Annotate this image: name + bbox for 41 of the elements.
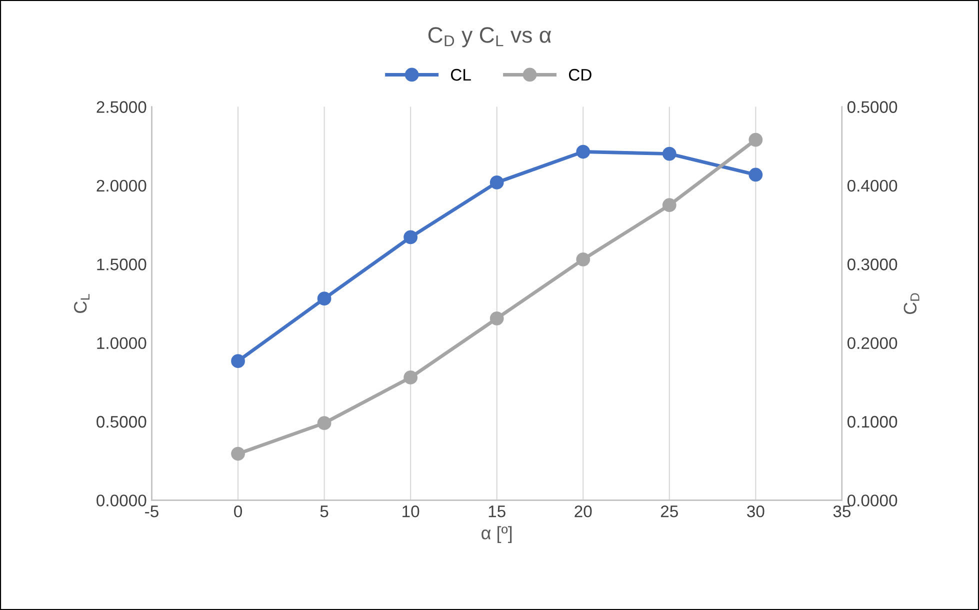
point [231,446,245,461]
x-tick-label: -5 [145,506,158,518]
y2-axis-title: C$_{D}$ [904,293,920,314]
x-tick-label: 30 [747,506,764,518]
point [231,354,245,368]
x-tick-label: 25 [660,506,678,518]
point [662,146,676,161]
y-axis-title: C$_{L}$ [74,294,90,313]
x-tick-label: 5 [320,506,328,518]
point [662,198,676,212]
point [576,252,590,266]
point [576,144,590,159]
y-tick-label: 2.0000 [96,180,146,192]
x-tick-label: 35 [833,506,851,518]
y2-tick-label: 0.1000 [847,416,898,428]
y-tick-label: 0.0000 [96,494,146,506]
y-tick-label: 1.0000 [97,337,146,350]
y-tick-label: 1.5000 [97,258,146,270]
x-tick-label: 20 [574,506,592,518]
y-tick-label: 0.5000 [96,416,146,428]
legend-label: CL [450,68,471,81]
y2-tick-label: 0.2000 [847,337,898,350]
x-axis-title: α [º] [482,526,512,543]
y2-tick-label: 0.0000 [847,494,898,506]
legend-label: CD [568,68,592,81]
point [317,292,332,306]
x-tick-label: 15 [488,506,506,518]
point [404,370,418,384]
y2-tick-label: 0.4000 [847,180,898,192]
y2-tick-label: 0.3000 [847,258,898,270]
point [490,176,504,190]
point [404,230,418,244]
y2-tick-label: 0.5000 [847,101,898,113]
point [748,168,763,182]
y-tick-label: 2.5000 [96,101,146,113]
x-tick-label: 10 [402,506,420,518]
x-tick-label: 0 [234,506,242,518]
point [748,132,763,147]
point [490,311,504,326]
point [317,416,332,430]
chart-title: C$_{D}$ y C$_{L}$ vs α [428,27,552,48]
